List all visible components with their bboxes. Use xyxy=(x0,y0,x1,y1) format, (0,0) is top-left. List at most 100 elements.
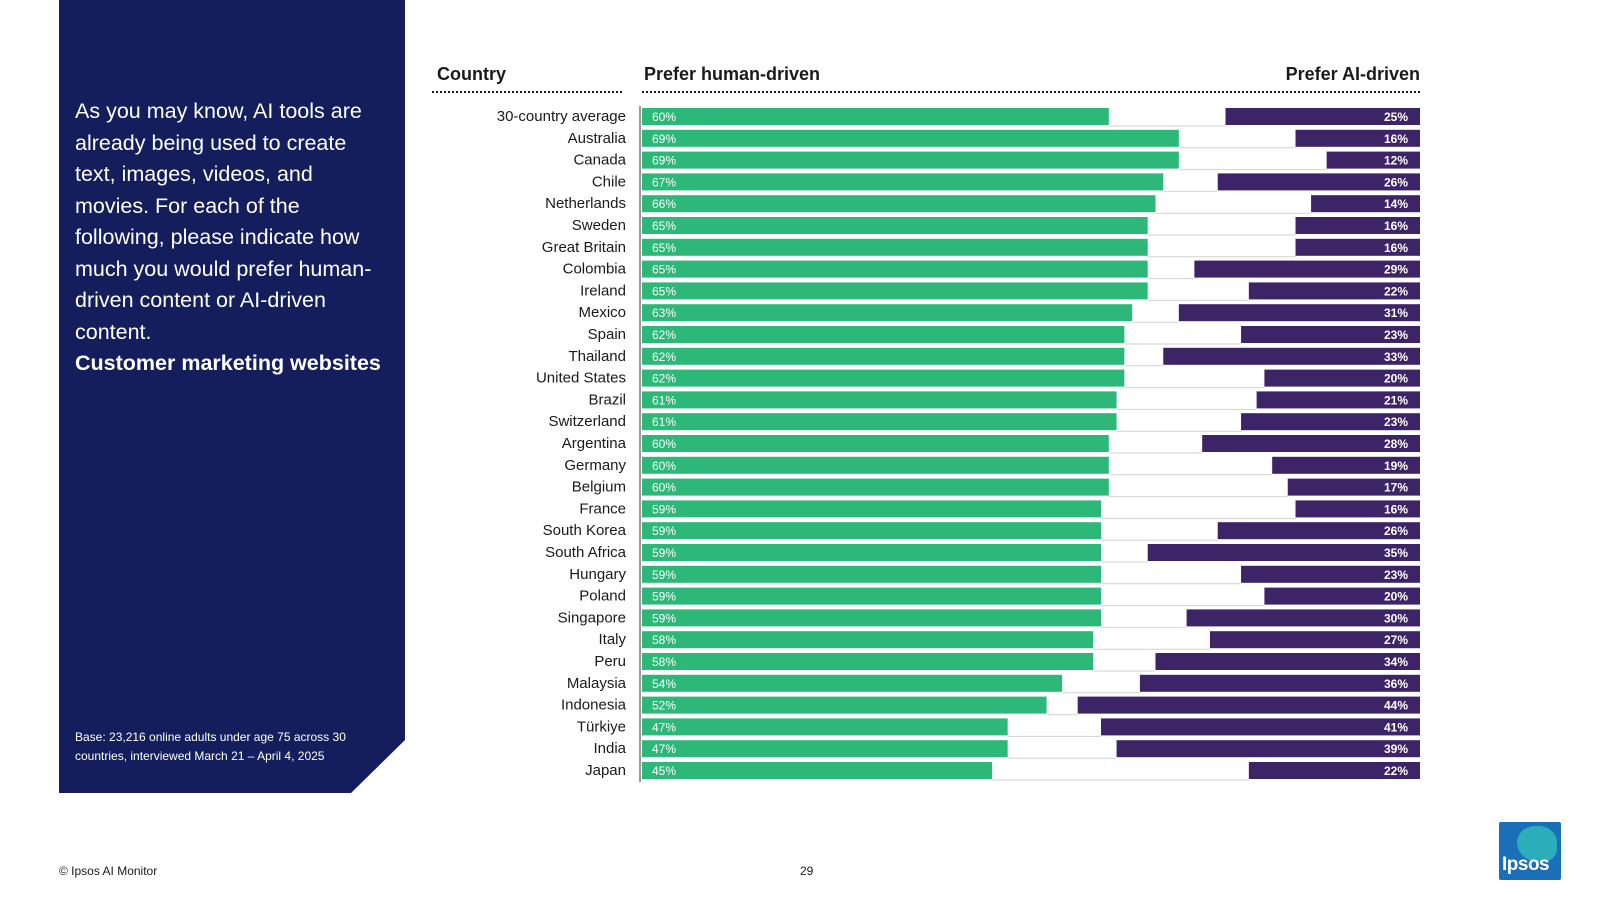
label-human: 47% xyxy=(652,742,676,756)
bar-ai xyxy=(1163,347,1420,365)
question-title: Customer marketing websites xyxy=(75,351,381,375)
label-ai: 23% xyxy=(1384,568,1408,582)
label-ai: 14% xyxy=(1384,197,1408,211)
bar-human xyxy=(642,544,1102,561)
bar-ai xyxy=(1155,653,1420,670)
label-human: 67% xyxy=(652,175,676,189)
label-human: 59% xyxy=(652,590,676,604)
label-human: 45% xyxy=(652,764,676,778)
label-ai: 31% xyxy=(1384,306,1408,320)
bar-human xyxy=(642,129,1179,147)
country-label: Poland xyxy=(579,588,626,605)
label-ai: 36% xyxy=(1384,677,1408,691)
bar-human xyxy=(642,696,1047,714)
country-label: Chile xyxy=(592,173,626,190)
country-label: Türkiye xyxy=(577,718,626,735)
bar-human xyxy=(642,260,1148,278)
label-ai: 26% xyxy=(1384,175,1408,189)
label-ai: 23% xyxy=(1384,328,1408,342)
bar-ai xyxy=(1101,718,1420,736)
question-body: As you may know, AI tools are already be… xyxy=(75,99,372,344)
bar-ai xyxy=(1248,282,1420,300)
question-panel: As you may know, AI tools are already be… xyxy=(59,0,405,793)
bar-human xyxy=(642,522,1102,540)
country-label: Singapore xyxy=(558,609,626,626)
label-human: 65% xyxy=(652,263,676,277)
label-ai: 41% xyxy=(1384,720,1408,734)
label-ai: 17% xyxy=(1384,481,1408,495)
label-human: 52% xyxy=(652,699,676,713)
country-label: France xyxy=(579,500,626,517)
label-human: 62% xyxy=(652,328,676,342)
header-human: Prefer human-driven xyxy=(644,64,820,84)
label-human: 60% xyxy=(652,437,676,451)
bar-human xyxy=(642,326,1125,343)
bar-human xyxy=(642,238,1148,256)
bar-ai xyxy=(1295,217,1420,234)
label-human: 59% xyxy=(652,611,676,625)
bar-human xyxy=(642,347,1125,365)
bar-ai xyxy=(1264,587,1420,605)
label-ai: 21% xyxy=(1384,393,1408,407)
label-ai: 22% xyxy=(1384,764,1408,778)
label-human: 58% xyxy=(652,633,676,647)
label-human: 59% xyxy=(652,568,676,582)
country-label: Brazil xyxy=(588,391,626,408)
bar-ai xyxy=(1186,609,1420,627)
country-label: Switzerland xyxy=(548,413,626,430)
label-human: 62% xyxy=(652,372,676,386)
bar-human xyxy=(642,173,1164,191)
bar-human xyxy=(642,500,1102,518)
label-human: 65% xyxy=(652,219,676,233)
bar-ai xyxy=(1295,129,1420,147)
bar-ai xyxy=(1139,674,1420,692)
bar-ai xyxy=(1272,456,1420,474)
bar-ai xyxy=(1217,173,1420,191)
bar-ai xyxy=(1241,565,1420,583)
label-human: 69% xyxy=(652,154,676,168)
bar-ai xyxy=(1194,260,1420,278)
bar-human xyxy=(642,653,1094,670)
country-label: India xyxy=(593,740,626,757)
bar-human xyxy=(642,478,1109,496)
label-human: 59% xyxy=(652,546,676,560)
country-label: Canada xyxy=(573,152,626,169)
label-human: 62% xyxy=(652,350,676,364)
label-ai: 23% xyxy=(1384,415,1408,429)
bar-human xyxy=(642,565,1102,583)
label-ai: 12% xyxy=(1384,154,1408,168)
country-label: Argentina xyxy=(562,435,627,452)
label-ai: 19% xyxy=(1384,459,1408,473)
label-human: 59% xyxy=(652,502,676,516)
country-label: South Africa xyxy=(545,544,627,561)
bar-ai xyxy=(1287,478,1420,496)
bar-human xyxy=(642,609,1102,627)
bar-ai xyxy=(1178,304,1420,322)
label-human: 63% xyxy=(652,306,676,320)
bar-ai xyxy=(1241,413,1420,431)
country-label: Netherlands xyxy=(545,195,626,212)
country-label: 30-country average xyxy=(497,108,626,125)
base-note: Base: 23,216 online adults under age 75 … xyxy=(75,730,346,763)
page-number: 29 xyxy=(800,864,814,878)
label-ai: 35% xyxy=(1384,546,1408,560)
bar-ai xyxy=(1077,696,1420,714)
bar-human xyxy=(642,740,1008,758)
bar-human xyxy=(642,108,1109,125)
bar-human xyxy=(642,369,1125,387)
header-country: Country xyxy=(437,64,506,84)
label-ai: 34% xyxy=(1384,655,1408,669)
label-ai: 22% xyxy=(1384,284,1408,298)
country-label: Italy xyxy=(598,631,626,648)
ipsos-logo: Ipsos xyxy=(1499,822,1561,880)
bar-human xyxy=(642,762,993,779)
label-human: 65% xyxy=(652,284,676,298)
label-ai: 30% xyxy=(1384,611,1408,625)
bar-ai xyxy=(1264,369,1420,387)
label-ai: 16% xyxy=(1384,219,1408,233)
label-human: 47% xyxy=(652,720,676,734)
country-label: Hungary xyxy=(569,566,626,583)
label-ai: 16% xyxy=(1384,241,1408,255)
bar-human xyxy=(642,195,1156,213)
